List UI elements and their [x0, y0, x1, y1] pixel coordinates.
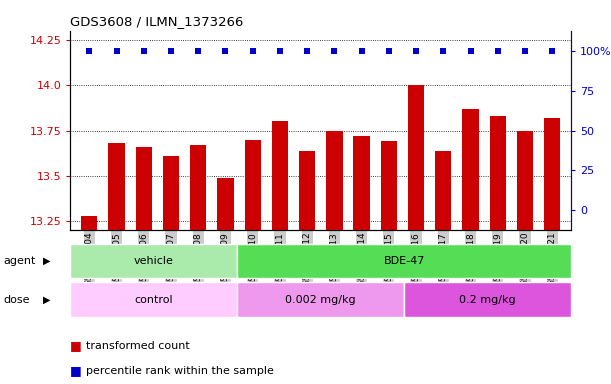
- Bar: [463, 109, 478, 384]
- Point: [221, 48, 230, 54]
- Point: [411, 48, 421, 54]
- Point: [357, 48, 367, 54]
- Bar: [326, 131, 343, 384]
- Text: control: control: [134, 295, 173, 305]
- Text: 0.002 mg/kg: 0.002 mg/kg: [285, 295, 356, 305]
- Point: [166, 48, 176, 54]
- Bar: [435, 151, 452, 384]
- Point: [139, 48, 148, 54]
- Bar: [237, 244, 571, 278]
- Bar: [272, 121, 288, 384]
- Text: ■: ■: [70, 364, 82, 377]
- Text: transformed count: transformed count: [86, 341, 189, 351]
- Bar: [404, 282, 571, 317]
- Text: percentile rank within the sample: percentile rank within the sample: [86, 366, 273, 376]
- Bar: [489, 116, 506, 384]
- Bar: [381, 141, 397, 384]
- Text: vehicle: vehicle: [134, 256, 174, 266]
- Bar: [517, 131, 533, 384]
- Text: agent: agent: [3, 256, 35, 266]
- Text: ■: ■: [70, 339, 82, 352]
- Text: ▶: ▶: [43, 295, 50, 305]
- Bar: [237, 282, 404, 317]
- Point: [193, 48, 203, 54]
- Bar: [218, 178, 233, 384]
- Point: [302, 48, 312, 54]
- Bar: [244, 140, 261, 384]
- Bar: [163, 156, 179, 384]
- Text: dose: dose: [3, 295, 29, 305]
- Bar: [81, 216, 98, 384]
- Point: [275, 48, 285, 54]
- Bar: [544, 118, 560, 384]
- Bar: [136, 147, 152, 384]
- Point: [329, 48, 339, 54]
- Bar: [353, 136, 370, 384]
- Point: [493, 48, 503, 54]
- Bar: [70, 244, 237, 278]
- Point: [248, 48, 258, 54]
- Text: BDE-47: BDE-47: [384, 256, 425, 266]
- Point: [520, 48, 530, 54]
- Bar: [299, 151, 315, 384]
- Point: [466, 48, 475, 54]
- Point: [439, 48, 448, 54]
- Text: 0.2 mg/kg: 0.2 mg/kg: [459, 295, 516, 305]
- Point: [547, 48, 557, 54]
- Point: [84, 48, 94, 54]
- Point: [384, 48, 393, 54]
- Text: ▶: ▶: [43, 256, 50, 266]
- Point: [112, 48, 122, 54]
- Text: GDS3608 / ILMN_1373266: GDS3608 / ILMN_1373266: [70, 15, 244, 28]
- Bar: [190, 145, 207, 384]
- Bar: [408, 85, 424, 384]
- Bar: [70, 282, 237, 317]
- Bar: [108, 143, 125, 384]
